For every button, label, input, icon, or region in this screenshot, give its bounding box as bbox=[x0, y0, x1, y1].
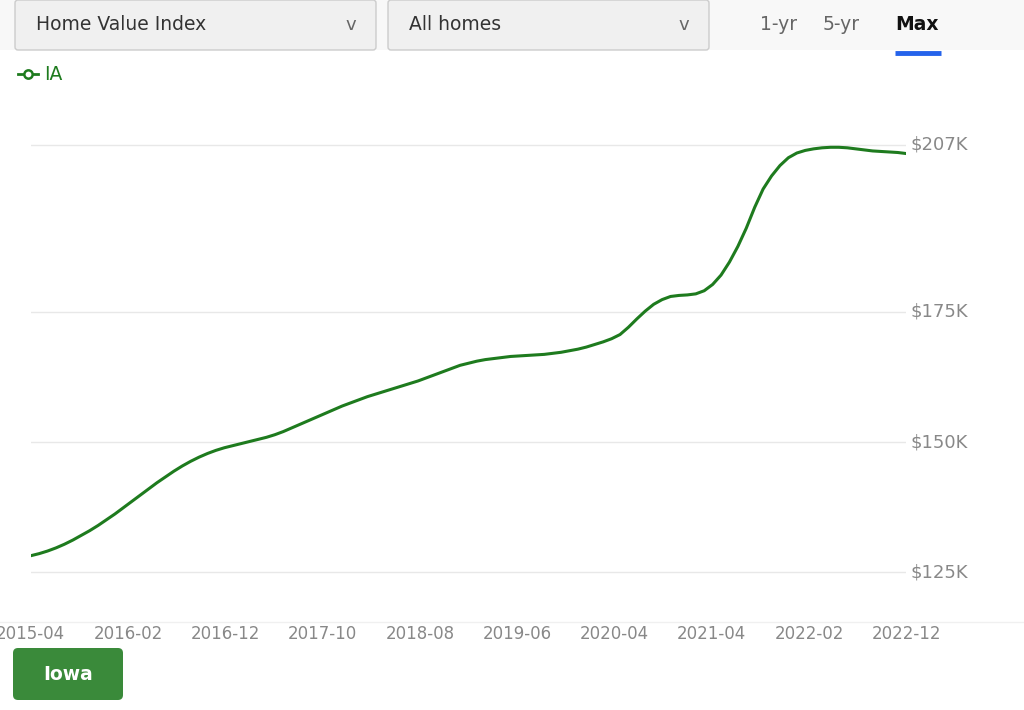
Text: All homes: All homes bbox=[409, 16, 501, 35]
FancyBboxPatch shape bbox=[388, 0, 709, 50]
Text: $207K: $207K bbox=[910, 136, 968, 153]
Text: v: v bbox=[346, 16, 356, 34]
FancyBboxPatch shape bbox=[15, 0, 376, 50]
FancyBboxPatch shape bbox=[13, 648, 123, 700]
Text: Iowa: Iowa bbox=[43, 665, 93, 684]
Text: $125K: $125K bbox=[910, 564, 969, 581]
Text: 1-yr: 1-yr bbox=[760, 16, 797, 35]
Text: IA: IA bbox=[44, 65, 62, 84]
Text: Home Value Index: Home Value Index bbox=[36, 16, 206, 35]
Text: 5-yr: 5-yr bbox=[823, 16, 860, 35]
Text: v: v bbox=[679, 16, 689, 34]
Text: $150K: $150K bbox=[910, 433, 968, 451]
FancyBboxPatch shape bbox=[0, 0, 1024, 50]
Text: $175K: $175K bbox=[910, 302, 969, 321]
Text: Max: Max bbox=[895, 16, 939, 35]
